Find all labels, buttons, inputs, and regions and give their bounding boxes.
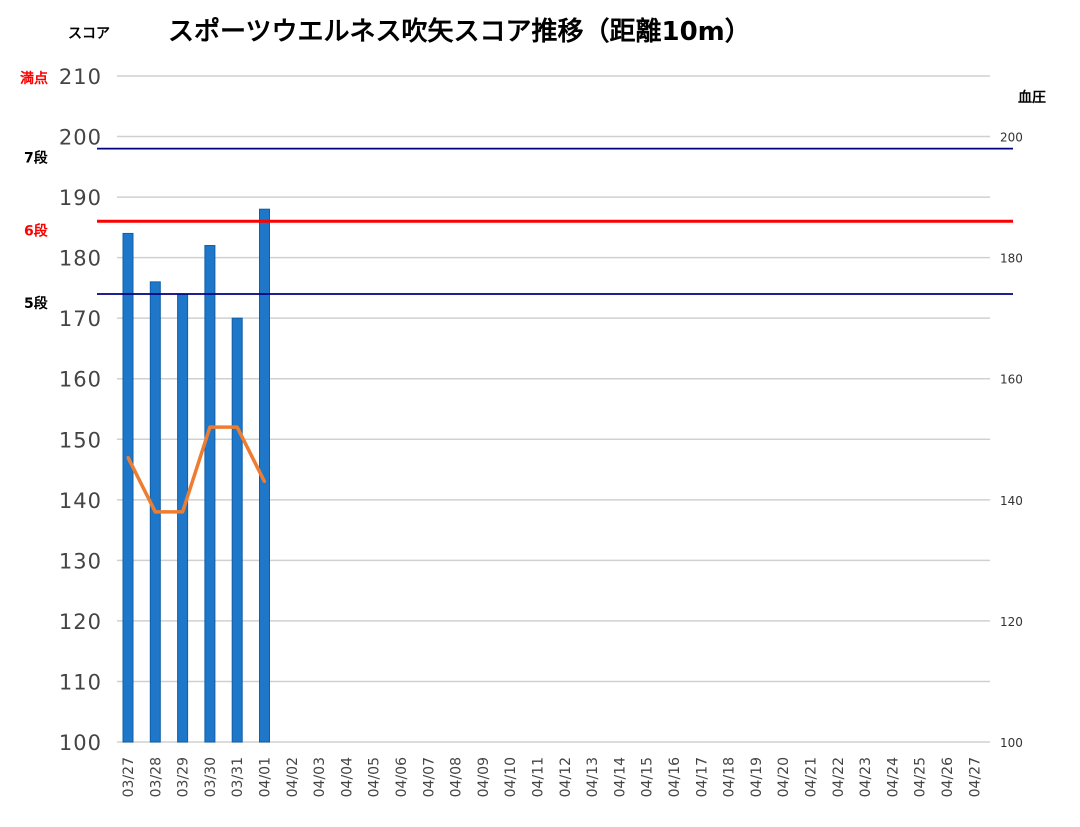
y-tick-label: 190	[59, 186, 102, 210]
reference-lines: 満点 7段 6段 5段	[20, 70, 1013, 312]
x-tick-label: 04/03	[312, 757, 328, 797]
y2-tick-label: 120	[1000, 615, 1023, 629]
y-tick-label: 170	[59, 307, 102, 331]
x-tick-label: 04/25	[913, 757, 929, 797]
x-tick-label: 04/16	[667, 757, 683, 797]
x-tick-label: 04/01	[258, 757, 274, 797]
chart-labels: スポーツウエルネス吹矢スコア推移（距離10m） スコア 血圧	[68, 16, 1046, 106]
x-tick-label: 04/08	[449, 757, 465, 797]
x-tick-label: 03/27	[121, 757, 137, 797]
bar	[259, 208, 270, 743]
y-tick-label: 210	[59, 65, 102, 89]
y-tick-label: 110	[59, 670, 102, 694]
y-tick-label: 130	[59, 549, 102, 573]
x-tick-label: 04/21	[804, 757, 820, 797]
line-point	[235, 425, 239, 429]
y2-tick-label: 200	[1000, 131, 1023, 145]
bar	[177, 293, 189, 743]
x-tick-label: 04/23	[858, 757, 874, 797]
y-tick-label: 100	[59, 731, 102, 755]
x-tick-label: 04/19	[749, 757, 765, 797]
x-tick-label: 04/06	[394, 757, 410, 797]
x-tick-label: 03/28	[148, 757, 164, 797]
line-series-path	[126, 425, 267, 514]
bar	[122, 232, 134, 743]
x-tick-label: 04/15	[640, 757, 656, 797]
x-tick-label: 03/29	[176, 757, 192, 797]
y-tick-label: 150	[59, 428, 102, 452]
x-tick-label: 04/09	[476, 757, 492, 797]
x-tick-label: 04/20	[776, 757, 792, 797]
x-tick-label: 04/02	[285, 757, 301, 797]
x-tick-label: 04/12	[558, 757, 574, 797]
gridlines	[117, 75, 990, 743]
bar-series	[122, 208, 270, 743]
y2-tick-label: 160	[1000, 373, 1023, 387]
x-tick-label: 04/22	[831, 757, 847, 797]
x-tick-label: 04/27	[967, 757, 983, 797]
bar	[204, 245, 216, 743]
x-tick-label: 04/17	[694, 757, 710, 797]
y-tick-label: 200	[59, 126, 102, 150]
y-tick-label: 140	[59, 489, 102, 513]
x-tick-label: 04/13	[585, 757, 601, 797]
x-tick-label: 03/30	[203, 757, 219, 797]
x-tick-label: 04/07	[421, 757, 437, 797]
y2-axis-label: 血圧	[1018, 89, 1046, 106]
y-axis-label: スコア	[68, 26, 110, 42]
line-point	[181, 510, 185, 514]
line-series	[126, 425, 267, 514]
x-tick-label: 04/05	[367, 757, 383, 797]
y-tick-label: 120	[59, 610, 102, 634]
x-tick-label: 04/14	[612, 757, 628, 797]
reference-line-label: 5段	[24, 295, 48, 312]
y2-tick-label: 140	[1000, 494, 1023, 508]
chart-title: スポーツウエルネス吹矢スコア推移（距離10m）	[168, 16, 751, 47]
reference-line-label: 満点	[20, 70, 48, 87]
reference-line-label: 7段	[24, 150, 48, 167]
line-point	[208, 425, 212, 429]
line-point	[153, 510, 157, 514]
line-point	[263, 480, 266, 484]
reference-line-label: 6段	[24, 222, 48, 239]
x-tick-label: 04/04	[339, 757, 355, 797]
y-tick-label: 160	[59, 368, 102, 392]
x-tick-label: 04/18	[722, 757, 738, 797]
y2-tick-label: 100	[1000, 736, 1023, 750]
x-tick-label: 04/10	[503, 757, 519, 797]
x-tick-label: 04/11	[531, 757, 547, 797]
x-tick-label: 03/31	[230, 757, 246, 797]
x-tick-label: 04/24	[885, 757, 901, 797]
bar	[231, 317, 243, 743]
y2-tick-label: 180	[1000, 252, 1023, 266]
y-tick-label: 180	[59, 247, 102, 271]
line-point	[126, 455, 130, 459]
axes: 100 110 120 130 140 150 160 170 180 190 200 210 100 1…	[59, 65, 1023, 797]
x-tick-label: 04/26	[940, 757, 956, 797]
